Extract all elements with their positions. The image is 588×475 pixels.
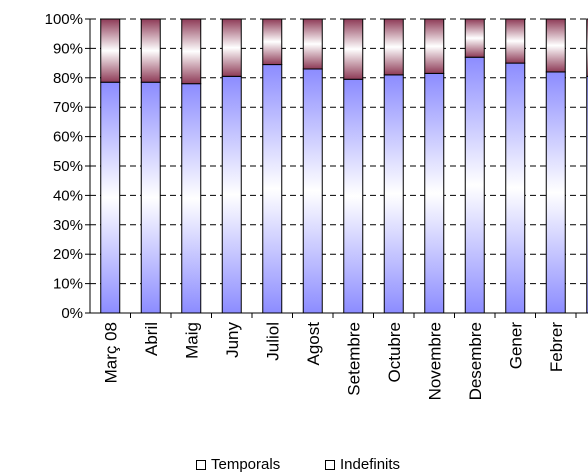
legend-label-indefinits: Indefinits bbox=[340, 456, 401, 473]
bar-temporals-7 bbox=[383, 74, 404, 314]
x-tick-label: Juny bbox=[223, 322, 242, 358]
legend: Temporals Indefinits bbox=[0, 456, 588, 475]
y-tick-label: 40% bbox=[53, 187, 83, 204]
y-tick-label: 80% bbox=[53, 70, 83, 87]
x-tick-label: Gener bbox=[506, 322, 525, 370]
bar-temporals-6 bbox=[343, 78, 364, 314]
bar-indefinits-7 bbox=[383, 18, 404, 76]
y-tick-label: 60% bbox=[53, 129, 83, 146]
bar-temporals-10 bbox=[505, 62, 526, 314]
bar-indefinits-6 bbox=[343, 18, 364, 80]
legend-label-temporals: Temporals bbox=[211, 456, 281, 473]
bar-indefinits-12 bbox=[586, 18, 588, 77]
y-tick-label: 50% bbox=[53, 158, 83, 175]
bar-indefinits-3 bbox=[221, 18, 242, 77]
bar-temporals-0 bbox=[100, 81, 121, 314]
bar-temporals-3 bbox=[221, 75, 242, 314]
bar-temporals-1 bbox=[140, 81, 161, 314]
bar-temporals-12 bbox=[586, 75, 588, 314]
bar-indefinits-8 bbox=[424, 18, 445, 74]
x-tick-label: Agost bbox=[304, 322, 323, 366]
y-tick-label: 10% bbox=[53, 276, 83, 293]
y-tick-label: 100% bbox=[45, 11, 83, 28]
bar-temporals-5 bbox=[302, 68, 323, 314]
bar-indefinits-4 bbox=[262, 18, 283, 66]
bar-temporals-4 bbox=[262, 64, 283, 314]
bars bbox=[100, 18, 588, 314]
x-tick-label: Desembre bbox=[466, 322, 485, 400]
stacked-bar-chart: 0% 10% 20% 30% 40% 50% 60% 70% 80% 90% 100% Març 0… bbox=[45, 11, 588, 401]
x-tick-label: Setembre bbox=[344, 322, 363, 396]
y-tick-labels: 0% 10% 20% 30% 40% 50% 60% 70% 80% 90% 100% bbox=[45, 11, 83, 322]
bar-indefinits-5 bbox=[302, 18, 323, 70]
gridlines bbox=[90, 18, 588, 285]
y-tick-label: 30% bbox=[53, 217, 83, 234]
bar-temporals-2 bbox=[181, 83, 202, 314]
x-tick-label: Febrer bbox=[547, 322, 566, 372]
bar-indefinits-9 bbox=[464, 18, 485, 58]
legend-swatch-temporals bbox=[196, 459, 206, 470]
bar-indefinits-10 bbox=[505, 18, 526, 64]
x-tick-labels: Març 08 Abril Maig Juny Juliol Agost Setembre O… bbox=[101, 322, 588, 401]
y-tick-label: 0% bbox=[61, 305, 83, 322]
bar-indefinits-11 bbox=[545, 18, 566, 73]
axes bbox=[85, 18, 588, 318]
bar-indefinits-1 bbox=[140, 18, 161, 83]
x-tick-label: Abril bbox=[142, 322, 161, 356]
bar-temporals-9 bbox=[464, 56, 485, 314]
x-tick-label: Juliol bbox=[263, 322, 282, 361]
y-tick-label: 90% bbox=[53, 40, 83, 57]
legend-swatch-indefinits bbox=[325, 459, 335, 470]
bar-indefinits-0 bbox=[100, 18, 121, 83]
x-tick-label: Març 08 bbox=[101, 322, 120, 383]
legend-item-temporals: Temporals bbox=[196, 456, 280, 473]
bar-indefinits-2 bbox=[181, 18, 202, 85]
x-tick-label: Novembre bbox=[425, 322, 444, 400]
bar-temporals-11 bbox=[545, 71, 566, 314]
y-tick-label: 70% bbox=[53, 99, 83, 116]
legend-item-indefinits: Indefinits bbox=[325, 456, 400, 473]
y-tick-label: 20% bbox=[53, 246, 83, 263]
x-tick-label: Maig bbox=[182, 322, 201, 359]
bar-temporals-8 bbox=[424, 72, 445, 314]
x-tick-label: Octubre bbox=[385, 322, 404, 382]
